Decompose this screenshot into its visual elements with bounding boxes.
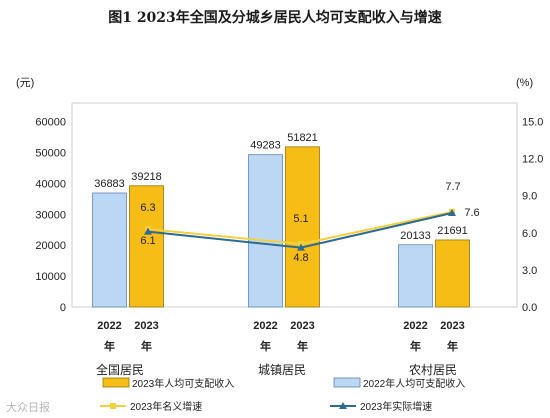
legend-2023-swatch [102,377,130,388]
bar-2022-value-label: 20133 [400,230,431,242]
real-growth-label: 4.8 [293,252,308,264]
year-suffix-label: 年 [410,339,421,353]
y-right-tick-label: 9.0 [522,191,537,203]
legend-2023-label: 2023年人均可支配收入 [132,377,234,390]
y-left-tick-label: 40000 [35,178,66,190]
year-suffix-label: 年 [260,339,271,353]
chart-title: 图1 2023年全国及分城乡居民人均可支配收入与增速 [108,9,442,26]
real-growth-point [297,243,305,251]
year-suffix-label: 年 [141,339,152,353]
year-tick-label: 2023 [440,320,464,332]
category-label: 城镇居民 [258,363,306,377]
bar-2023-value-label: 51821 [287,132,318,144]
legend-2022-swatch [333,377,361,388]
year-tick-label: 2022 [97,320,121,332]
bar-2023-value-label: 21691 [437,225,468,237]
bar-2022 [398,244,433,308]
watermark: 大众日报 [6,400,50,414]
y-left-tick-label: 20000 [35,240,66,252]
legend-2022-label: 2022年人均可支配收入 [363,377,465,390]
legend-nominal-marker [110,403,116,409]
bar-2022-value-label: 36883 [94,178,125,190]
bar-2022-value-label: 49283 [250,140,281,152]
bar-2023 [435,239,470,308]
year-suffix-label: 年 [297,339,308,353]
bar-2022 [248,154,283,308]
y-right-unit: (%) [516,77,533,89]
legend-real-label: 2023年实际增速 [360,400,432,413]
legend-nominal-label: 2023年名义增速 [130,400,202,413]
y-left-tick-label: 50000 [35,147,66,159]
bar-2022 [92,192,127,308]
y-right-tick-label: 15.0 [522,117,543,129]
y-right-tick-label: 6.0 [522,228,537,240]
nominal-growth-label: 5.1 [293,213,308,225]
real-growth-point [144,227,152,235]
legend-real-marker [339,402,347,409]
y-left-tick-label: 60000 [35,117,66,129]
year-suffix-label: 年 [104,339,115,353]
y-left-tick-label: 10000 [35,271,66,283]
y-right-tick-label: 12.0 [522,154,543,166]
y-right-tick-label: 3.0 [522,265,537,277]
y-left-tick-label: 0 [60,302,66,314]
bar-2023 [285,146,320,308]
category-label: 农村居民 [409,363,457,377]
real-growth-label: 6.1 [140,235,155,247]
year-tick-label: 2022 [253,320,277,332]
real-growth-label: 7.6 [464,207,479,219]
nominal-growth-label: 7.7 [445,181,460,193]
y-right-tick-label: 0.0 [522,302,537,314]
real-growth-point [448,209,456,217]
year-tick-label: 2023 [290,320,314,332]
y-left-unit: (元) [16,77,34,89]
y-left-tick-label: 30000 [35,209,66,221]
category-label: 全国居民 [96,362,144,377]
nominal-growth-label: 6.3 [140,202,155,214]
year-tick-label: 2022 [403,320,427,332]
bar-2023-value-label: 39218 [131,171,162,183]
bar-2023 [129,185,164,308]
year-suffix-label: 年 [447,339,458,353]
year-tick-label: 2023 [134,320,158,332]
